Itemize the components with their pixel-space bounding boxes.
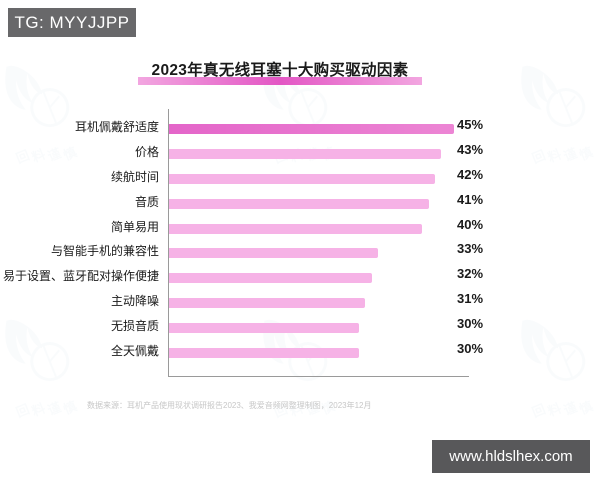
svg-text:慎: 慎 (577, 398, 595, 417)
svg-text:慎: 慎 (61, 398, 79, 417)
